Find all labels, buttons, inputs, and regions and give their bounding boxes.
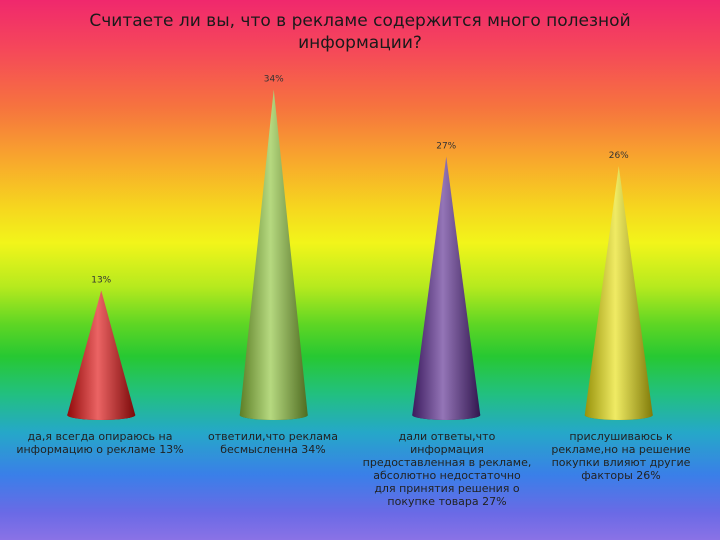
data-label-4: 26% [609,151,629,161]
category-label-3: дали ответы,что информация предоставленн… [362,430,532,508]
data-label-2: 34% [264,74,284,84]
category-label-1: да,я всегда опираюсь на информацию о рек… [16,430,184,456]
category-label-2: ответили,что реклама бесмысленна 34% [208,430,338,456]
data-labels: 13% 34% 27% 26% [91,74,629,285]
cone-bar-2 [239,89,308,420]
cone-bar-3 [412,156,481,420]
cone-bars [67,89,653,420]
chart-title: Считаете ли вы, что в рекламе содержится… [89,11,631,53]
cone-bar-1 [67,290,136,420]
category-label-4: прислушиваюсь к рекламе,но на решение по… [551,430,691,482]
data-label-3: 27% [436,141,456,151]
data-label-1: 13% [91,276,111,286]
cone-bar-4 [584,166,653,420]
